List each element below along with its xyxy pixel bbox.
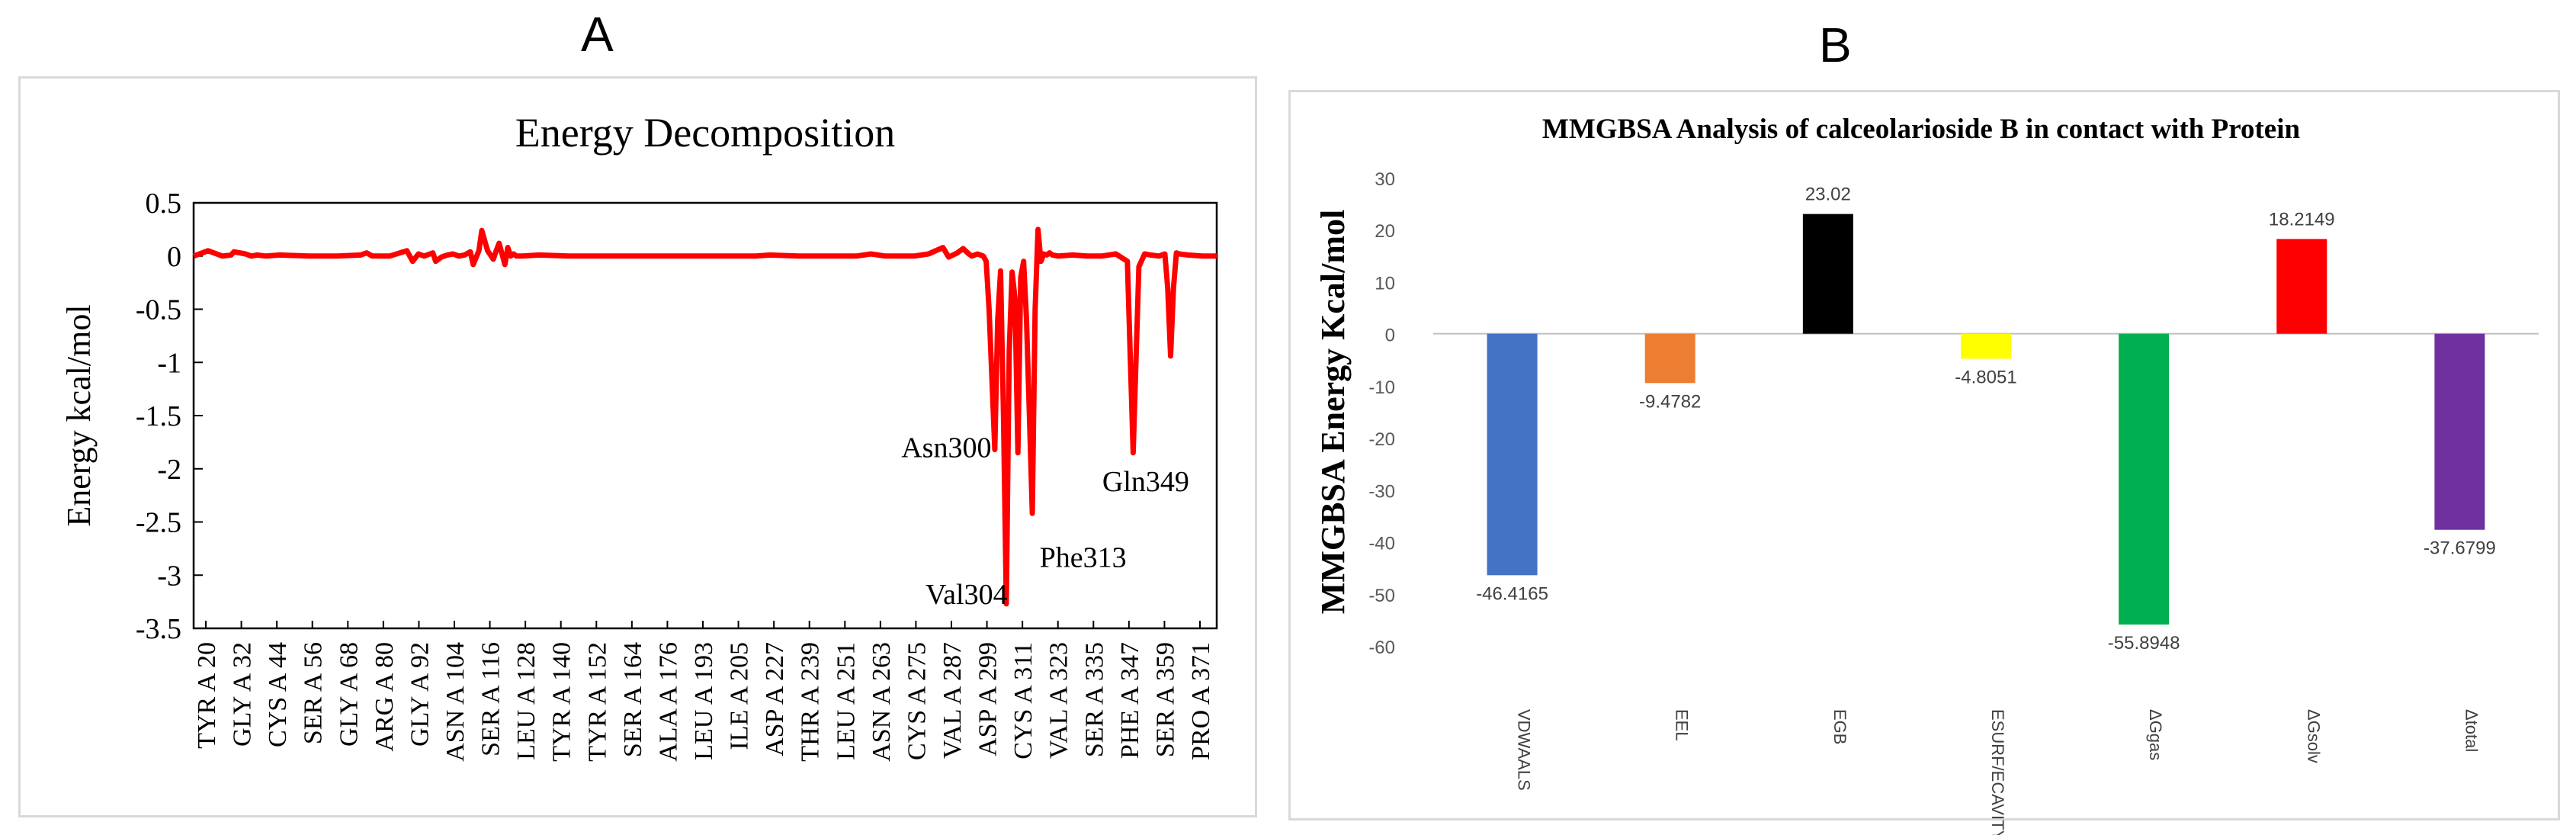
chart-b-category-label: ΔGsolv [2304, 709, 2323, 763]
panel-b-letter: B [1819, 18, 1852, 72]
chart-a-xtick-label: SER A 164 [619, 642, 647, 757]
chart-a-xtick-label: SER A 335 [1080, 642, 1108, 757]
chart-b-ytick-label: 0 [1385, 326, 1395, 346]
chart-b-bar [1802, 214, 1853, 334]
chart-b-value-label: 23.02 [1805, 185, 1851, 205]
chart-a-xtick-label: SER A 56 [300, 642, 328, 744]
chart-b-bar [2276, 239, 2327, 334]
chart-a-annotation: Phe313 [1040, 541, 1127, 573]
chart-a-ytick-label: -1.5 [136, 400, 181, 432]
chart-b-ytick-label: -60 [1368, 637, 1395, 658]
chart-a-frame [18, 76, 1257, 817]
chart-a-title: Energy Decomposition [515, 110, 895, 156]
chart-b-category-label: VDWAALS [1515, 709, 1534, 791]
chart-a-xtick-label: LEU A 128 [512, 642, 541, 760]
chart-b-ytick-label: 20 [1375, 221, 1395, 242]
chart-a-annotation: Asn300 [901, 432, 991, 464]
panel-a-letter: A [581, 7, 614, 62]
chart-a-xtick-label: GLY A 92 [406, 642, 434, 747]
chart-a-ytick-label: 0 [167, 241, 181, 273]
chart-b-value-label: -37.6799 [2424, 538, 2496, 559]
chart-b-value-label: -4.8051 [1955, 367, 2016, 387]
chart-b-value-label: -55.8948 [2108, 633, 2180, 654]
chart-b-category-label: EEL [1673, 709, 1692, 741]
chart-a-ytick-label: -2 [157, 454, 181, 486]
chart-a-ytick-label: -3.5 [136, 613, 181, 645]
chart-a-xtick-label: SER A 359 [1151, 642, 1179, 757]
chart-b-ytick-label: -30 [1368, 481, 1395, 502]
chart-a-xtick-label: THR A 239 [797, 642, 825, 762]
chart-b-category-label: ESURF/ECAVITY [1988, 709, 2007, 835]
chart-b-category-label: EGB [1830, 709, 1849, 744]
chart-a-xtick-label: GLY A 68 [335, 642, 363, 747]
chart-a-annotation: Gln349 [1102, 466, 1189, 498]
chart-a-ytick-label: 0.5 [146, 188, 182, 220]
chart-b-category-label: ΔGgas [2146, 709, 2165, 760]
chart-b-category-label: Δtotal [2462, 709, 2481, 752]
chart-b-bar [2434, 333, 2485, 530]
chart-b-ytick-label: 10 [1375, 273, 1395, 294]
chart-b-ytick-label: -20 [1368, 429, 1395, 450]
chart-a-xtick-label: CYS A 275 [903, 642, 931, 760]
chart-a-xtick-label: ASN A 263 [868, 642, 896, 762]
chart-a-xtick-label: VAL A 287 [938, 642, 967, 759]
chart-b-ytick-label: -40 [1368, 534, 1395, 554]
chart-a-xtick-label: LEU A 193 [690, 642, 718, 760]
chart-b-value-label: -46.4165 [1476, 583, 1548, 604]
chart-a-xtick-label: GLY A 32 [229, 642, 257, 747]
chart-a-xtick-label: TYR A 20 [193, 642, 221, 749]
chart-b-ytick-label: -50 [1368, 586, 1395, 606]
chart-a-xtick-label: TYR A 152 [583, 642, 611, 762]
chart-a-xtick-label: PRO A 371 [1187, 642, 1215, 760]
chart-a-xtick-label: ALA A 176 [654, 642, 682, 762]
chart-b-ytick-label: 30 [1375, 169, 1395, 190]
chart-a-xtick-label: ASN A 104 [441, 642, 470, 762]
chart-a-series-energy-line [192, 226, 1217, 607]
chart-b-bar [1644, 333, 1695, 384]
chart-a-xtick-label: CYS A 311 [1009, 642, 1038, 760]
chart-b-ytick-label: -10 [1368, 377, 1395, 398]
chart-a-xtick-label: ASP A 227 [761, 642, 789, 756]
chart-a-annotation: Val304 [925, 579, 1008, 611]
chart-a-xtick-label: SER A 116 [477, 642, 505, 756]
chart-a-xtick-label: ASP A 299 [974, 642, 1002, 756]
chart-b-bar [2119, 333, 2170, 625]
chart-a-xtick-label: TYR A 140 [548, 642, 576, 762]
chart-a-xtick-label: CYS A 44 [264, 642, 292, 747]
chart-a-ylabel: Energy kcal/mol [60, 304, 98, 526]
chart-b-title: MMGBSA Analysis of calceolarioside B in … [1542, 114, 2301, 145]
chart-b-bar [1487, 333, 1538, 576]
chart-a-ytick-label: -2.5 [136, 507, 181, 539]
chart-b-ylabel: MMGBSA Energy Kcal/mol [1314, 210, 1352, 614]
chart-a-xtick-label: ARG A 80 [371, 642, 399, 752]
chart-b-bar [1961, 333, 2011, 359]
chart-a-xtick-label: LEU A 251 [832, 642, 860, 760]
chart-a-ytick-label: -1 [157, 347, 181, 379]
chart-a-xtick-label: VAL A 323 [1045, 642, 1073, 759]
chart-a-ytick-label: -0.5 [136, 294, 181, 326]
chart-b-value-label: -9.4782 [1639, 391, 1701, 412]
chart-b-value-label: 18.2149 [2269, 209, 2335, 230]
chart-a-xtick-label: ILE A 205 [726, 642, 754, 750]
chart-a-xtick-label: PHE A 347 [1116, 642, 1144, 759]
chart-a-ytick-label: -3 [157, 560, 181, 592]
